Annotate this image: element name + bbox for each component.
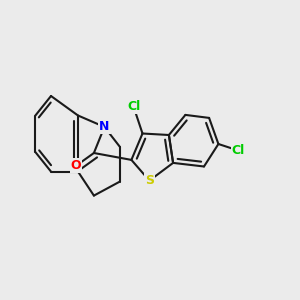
- Text: O: O: [70, 159, 81, 172]
- Text: O: O: [70, 159, 81, 172]
- Text: N: N: [99, 120, 110, 134]
- Text: Cl: Cl: [127, 100, 140, 113]
- Text: Cl: Cl: [232, 144, 245, 157]
- Text: S: S: [145, 174, 154, 187]
